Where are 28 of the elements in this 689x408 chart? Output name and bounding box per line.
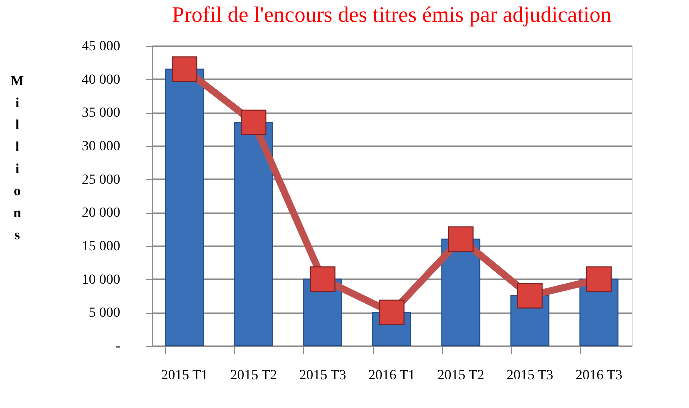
bar [165,68,204,346]
y-tick-label: 40 000 [82,72,120,88]
point [379,300,405,326]
y-tick-label: 15 000 [82,240,120,254]
x-tick-label: 2015 T3 [506,368,554,384]
y-tick-label: 25 000 [82,172,120,188]
point [448,226,474,252]
point [586,266,612,292]
chart-title: Profil de l'encours des titres émis par adjudication [172,2,612,27]
point [241,110,267,136]
bar [234,122,274,346]
y-tick-label: 20 000 [82,206,120,222]
x-tick-label: 2015 T3 [300,368,346,384]
point [172,56,198,82]
y-tick-label: - [116,340,121,354]
point [310,266,336,292]
x-tick-label: 2016 T3 [576,368,623,384]
x-tick-label: 2015 T1 [161,368,208,384]
y-tick-label: 30 000 [82,140,120,154]
x-tick-label: 2015 T2 [438,368,484,384]
y-tick-label: 35 000 [82,106,120,122]
y-tick-label: 45 000 [82,40,120,54]
y-tick-label: 10 000 [82,272,120,288]
point [517,283,543,309]
x-tick-label: 2015 T2 [230,368,278,384]
y-tick-label: 5 000 [89,306,120,322]
x-tick-label: 2016 T1 [368,368,416,384]
y-axis-title: Millions [10,74,24,244]
